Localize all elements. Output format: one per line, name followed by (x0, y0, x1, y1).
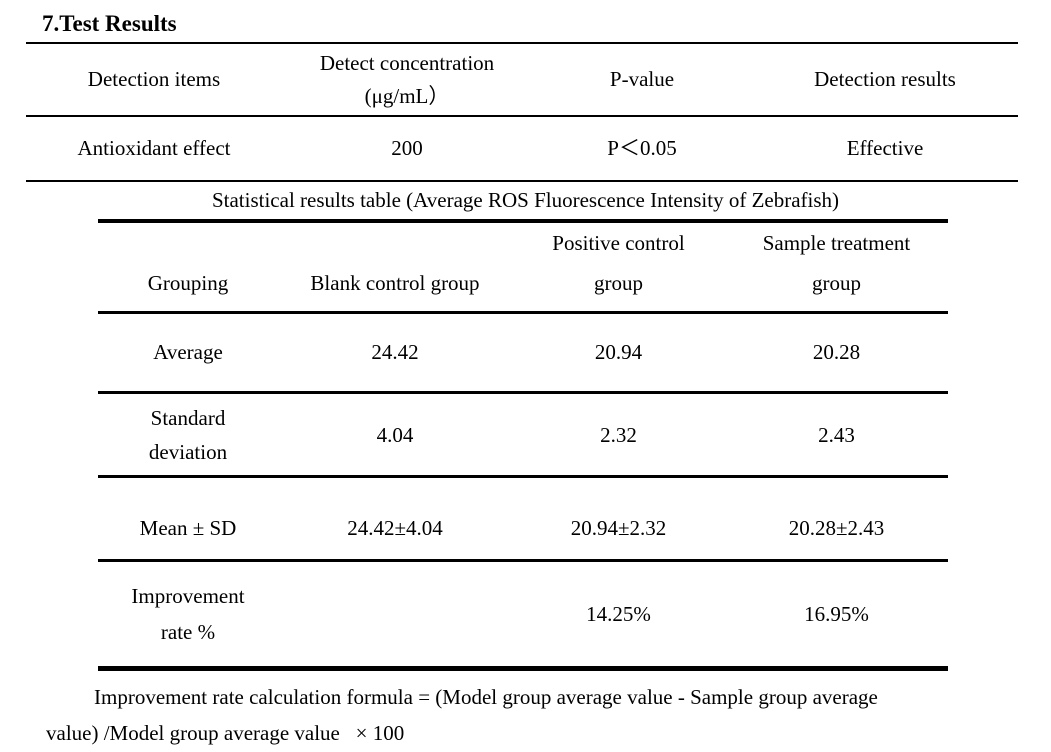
std-blank-value: 4.04 (376, 422, 414, 447)
detection-cell-concentration: 200 (391, 136, 423, 160)
stats-header-sample: Sample treatment group (725, 223, 948, 311)
stats-header-grouping: Grouping (147, 271, 229, 295)
improvement-label-line1: Improvement (131, 584, 245, 608)
average-blank-value: 24.42 (371, 340, 419, 364)
footnote-line-1: Improvement rate calculation formula = (… (94, 685, 878, 709)
mean-sd-label: Mean ± SD (139, 516, 237, 540)
mean-sd-positive-value: 20.94±2.32 (570, 516, 667, 540)
stats-row-mean-sd: Mean ± SD 24.42±4.04 20.94±2.32 20.28±2.… (98, 478, 948, 562)
detection-cell-item: Antioxidant effect (77, 136, 231, 160)
detection-cell-result: Effective (846, 136, 924, 160)
stats-row-improvement-rate: Improvement rate % 14.25% 16.95% (98, 562, 948, 666)
average-positive-value: 20.94 (594, 340, 643, 364)
stats-table-caption: Statistical results table (Average ROS F… (211, 188, 840, 212)
detection-cell-pvalue: P＜0.05 (607, 136, 677, 160)
stats-header-positive-line1: Positive control (552, 231, 685, 255)
stats-row-standard-deviation: Standard deviation 4.04 2.32 2.43 (98, 394, 948, 478)
detection-results-table: Detection items Detect concentration (μg… (26, 42, 1018, 182)
improvement-sample-value: 16.95% (804, 602, 869, 626)
detection-table-header-row: Detection items Detect concentration (μg… (26, 44, 1018, 117)
std-label-line1: Standard (150, 405, 226, 430)
footnote-line-2: value) /Model group average value × 100 (46, 721, 405, 745)
stats-header-sample-line2: group (812, 271, 861, 295)
average-label: Average (153, 340, 223, 364)
stats-header-blank: Blank control group (310, 271, 480, 295)
detection-header-concentration: Detect concentration (μg/mL） (282, 44, 532, 115)
std-sample-value: 2.43 (818, 422, 855, 447)
detection-header-items: Detection items (87, 67, 221, 91)
improvement-label: Improvement rate % (98, 562, 278, 666)
improvement-blank-value (278, 562, 512, 666)
detection-header-concentration-line2: (μg/mL） (364, 83, 450, 108)
stats-table-header-row: Grouping Blank control group Positive co… (98, 223, 948, 314)
stats-table: Grouping Blank control group Positive co… (98, 219, 948, 671)
mean-sd-sample-value: 20.28±2.43 (788, 516, 885, 540)
detection-header-pvalue: P-value (609, 67, 675, 91)
detection-header-concentration-line1: Detect concentration (319, 50, 495, 75)
detection-header-results: Detection results (814, 67, 956, 91)
mean-sd-blank-value: 24.42±4.04 (347, 516, 443, 540)
section-title: 7.Test Results (42, 11, 177, 36)
improvement-positive-value: 14.25% (586, 602, 651, 626)
detection-table-data-row: Antioxidant effect 200 P＜0.05 Effective (26, 117, 1018, 180)
std-positive-value: 2.32 (600, 422, 637, 447)
std-label-line2: deviation (148, 439, 228, 464)
stats-header-positive-line2: group (594, 271, 643, 295)
stats-header-sample-line1: Sample treatment (762, 231, 911, 255)
stats-row-average: Average 24.42 20.94 20.28 (98, 314, 948, 394)
improvement-label-line2: rate % (160, 620, 216, 644)
average-sample-value: 20.28 (812, 340, 861, 364)
stats-header-positive: Positive control group (512, 223, 725, 311)
std-label: Standard deviation (98, 394, 278, 475)
footnote: Improvement rate calculation formula = (… (46, 679, 1051, 751)
